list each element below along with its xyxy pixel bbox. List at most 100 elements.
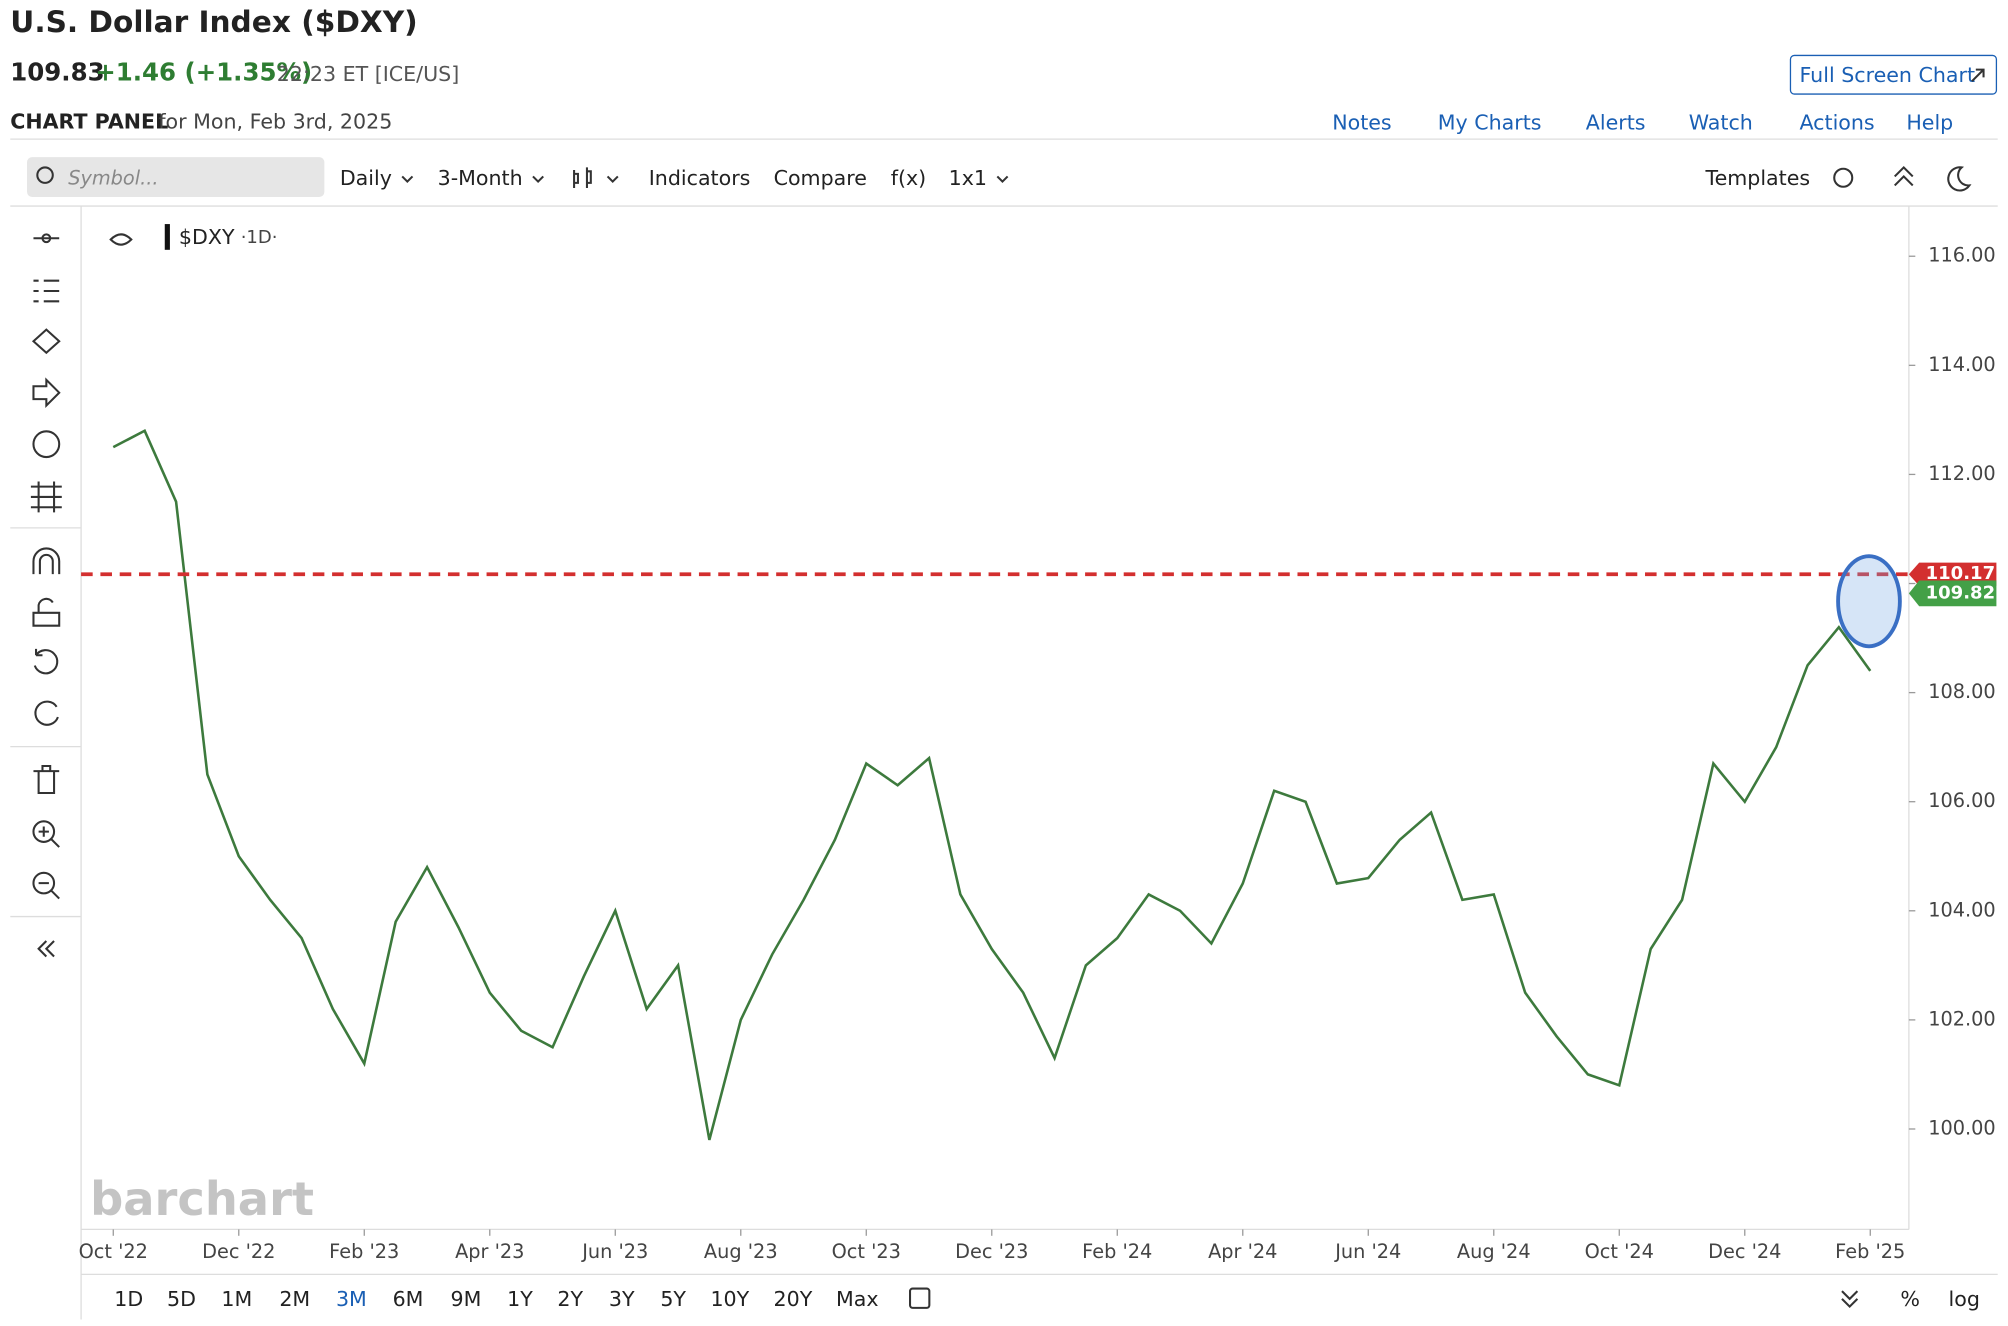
- tool-shape[interactable]: [31, 328, 61, 355]
- price: 109.83: [10, 57, 104, 86]
- y-tick-label: 102.00: [1928, 1007, 1996, 1030]
- toolbar-item[interactable]: 3-Month: [438, 166, 523, 190]
- chart-type-icon[interactable]: [573, 167, 619, 189]
- range-button[interactable]: 3M: [336, 1287, 367, 1311]
- log-toggle[interactable]: log: [1949, 1287, 1980, 1311]
- search-placeholder[interactable]: Symbol...: [68, 167, 158, 190]
- menu-item[interactable]: Notes: [1332, 111, 1391, 135]
- x-tick-label: Oct '23: [832, 1240, 901, 1263]
- tool-pattern[interactable]: [30, 481, 62, 513]
- reference-label: 110.17: [1926, 563, 1996, 584]
- fullscreen-label[interactable]: Full Screen Chart: [1799, 63, 1975, 87]
- percent-toggle[interactable]: %: [1900, 1287, 1920, 1311]
- menu-item[interactable]: Alerts: [1586, 111, 1646, 135]
- tool-arrow[interactable]: [32, 377, 61, 409]
- tool-undo[interactable]: [33, 648, 59, 675]
- panel-date: for Mon, Feb 3rd, 2025: [158, 109, 392, 133]
- y-tick-label: 116.00: [1928, 244, 1996, 267]
- tool-count[interactable]: [32, 430, 61, 459]
- x-tick-label: Jun '23: [581, 1240, 648, 1263]
- menu-item[interactable]: My Charts: [1438, 111, 1542, 135]
- tool-zoom-out[interactable]: [32, 871, 60, 900]
- dark-mode-icon[interactable]: [1947, 166, 1972, 192]
- x-tick-label: Feb '24: [1082, 1240, 1152, 1263]
- x-tick-label: Oct '22: [79, 1240, 148, 1263]
- tool-zoom-in[interactable]: [32, 820, 60, 848]
- tool-delete[interactable]: [33, 764, 60, 795]
- title: U.S. Dollar Index ($DXY): [10, 5, 417, 39]
- range-button[interactable]: 1D: [114, 1287, 143, 1311]
- range-button[interactable]: 9M: [451, 1287, 482, 1311]
- range-button[interactable]: 2M: [279, 1287, 310, 1311]
- range-button[interactable]: 3Y: [609, 1287, 635, 1311]
- chevron: [401, 175, 414, 184]
- fullscreen-button[interactable]: [1789, 54, 1998, 95]
- range-button[interactable]: 10Y: [710, 1287, 749, 1311]
- range-button[interactable]: 5Y: [660, 1287, 686, 1311]
- calendar-icon[interactable]: [909, 1287, 931, 1309]
- legend-swatch: [164, 224, 170, 250]
- tool-fib[interactable]: [33, 279, 60, 303]
- change: +1.46 (+1.35%): [95, 57, 312, 86]
- quote-time: 22:23 ET [ICE/US]: [277, 62, 460, 86]
- range-button[interactable]: 1M: [221, 1287, 252, 1311]
- menu-item[interactable]: Watch: [1689, 111, 1753, 135]
- last-tag: [1908, 580, 1997, 607]
- x-tick-label: Dec '22: [202, 1240, 275, 1263]
- tool-line[interactable]: [33, 233, 60, 244]
- range-button[interactable]: 5D: [167, 1287, 196, 1311]
- price-line: [112, 429, 1872, 1141]
- panel-label: CHART PANEL: [10, 109, 168, 133]
- range-button[interactable]: 1Y: [507, 1287, 533, 1311]
- tool-redo[interactable]: [34, 700, 59, 726]
- toolbar-item[interactable]: f(x): [891, 166, 926, 190]
- y-tick-label: 100.00: [1928, 1116, 1996, 1139]
- toolbar-item[interactable]: 1x1: [949, 166, 987, 190]
- x-tick-label: Feb '25: [1835, 1240, 1905, 1263]
- legend-symbol: $DXY: [179, 225, 235, 249]
- y-tick-label: 114.00: [1928, 353, 1996, 376]
- expand-icon[interactable]: [1841, 1290, 1859, 1309]
- search-box[interactable]: [27, 157, 325, 198]
- highlight-circle: [1836, 554, 1902, 649]
- toolbar-item[interactable]: Indicators: [649, 166, 751, 190]
- menu-item[interactable]: Help: [1906, 111, 1953, 135]
- legend-interval: ·1D·: [241, 227, 278, 248]
- x-tick-label: Apr '24: [1208, 1240, 1277, 1263]
- x-tick-label: Feb '23: [329, 1240, 399, 1263]
- templates[interactable]: Templates: [1705, 166, 1811, 190]
- chevron: [532, 175, 544, 184]
- collapse-icon[interactable]: [1894, 165, 1914, 187]
- x-tick-label: Dec '24: [1708, 1240, 1781, 1263]
- tool-collapse[interactable]: [37, 940, 55, 958]
- y-tick-label: 112.00: [1928, 462, 1996, 485]
- range-button[interactable]: 2Y: [557, 1287, 583, 1311]
- external-icon: [1971, 68, 1985, 82]
- range-button[interactable]: 20Y: [774, 1287, 813, 1311]
- drawing-tools: [10, 233, 82, 958]
- search-icon: [36, 166, 54, 184]
- x-tick-label: Aug '24: [1457, 1240, 1531, 1263]
- settings-icon[interactable]: [1833, 167, 1854, 188]
- x-tick-label: Dec '23: [955, 1240, 1028, 1263]
- chevron: [996, 175, 1009, 184]
- x-tick-label: Oct '24: [1585, 1240, 1654, 1263]
- tool-magnet[interactable]: [32, 547, 61, 575]
- toolbar-item[interactable]: Daily: [340, 166, 392, 190]
- visibility-icon[interactable]: [109, 233, 133, 246]
- menu-item[interactable]: Actions: [1799, 111, 1874, 135]
- last-label: 109.82: [1926, 582, 1996, 603]
- y-tick-label: 104.00: [1928, 898, 1996, 921]
- reference-tag: [1908, 562, 1997, 586]
- x-tick-label: Apr '23: [455, 1240, 524, 1263]
- range-button[interactable]: Max: [836, 1287, 879, 1311]
- y-tick-label: 106.00: [1928, 789, 1996, 812]
- x-tick-label: Jun '24: [1334, 1240, 1401, 1263]
- watermark: barchart: [90, 1172, 314, 1226]
- range-button[interactable]: 6M: [393, 1287, 424, 1311]
- toolbar-item[interactable]: Compare: [774, 166, 867, 190]
- y-tick-label: 108.00: [1928, 680, 1996, 703]
- tool-lock[interactable]: [32, 597, 61, 627]
